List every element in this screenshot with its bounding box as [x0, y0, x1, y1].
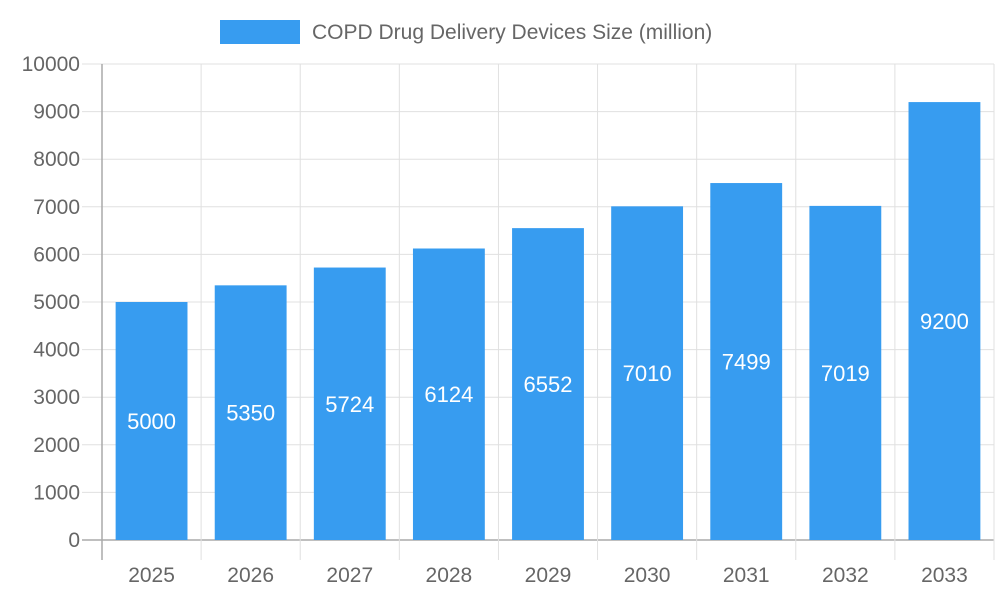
data-label: 5000	[127, 409, 176, 434]
y-tick-label: 7000	[33, 196, 80, 219]
bar	[115, 302, 188, 540]
y-tick-label: 9000	[33, 101, 80, 124]
legend-label: COPD Drug Delivery Devices Size (million…	[312, 21, 712, 44]
data-label: 7010	[623, 361, 672, 386]
bar	[908, 102, 981, 540]
bar	[512, 228, 584, 540]
x-tick-label: 2029	[525, 564, 572, 587]
data-label: 6124	[424, 382, 473, 407]
y-tick-label: 0	[68, 529, 80, 552]
data-label: 7499	[722, 350, 771, 375]
bar	[313, 267, 386, 540]
y-tick-label: 10000	[22, 53, 80, 76]
bar	[611, 206, 684, 540]
bar	[412, 248, 485, 540]
x-tick-label: 2032	[822, 564, 869, 587]
bar	[710, 183, 783, 540]
x-tick-label: 2028	[426, 564, 473, 587]
data-label: 9200	[920, 309, 969, 334]
bar	[809, 205, 882, 540]
y-tick-label: 2000	[33, 434, 80, 457]
y-tick-label: 6000	[33, 243, 80, 266]
bar	[214, 285, 287, 540]
legend-swatch	[220, 20, 300, 44]
x-tick-label: 2026	[227, 564, 274, 587]
x-tick-label: 2025	[128, 564, 175, 587]
x-tick-label: 2033	[921, 564, 968, 587]
y-tick-label: 3000	[33, 386, 80, 409]
data-label: 5724	[325, 392, 374, 417]
y-tick-label: 4000	[33, 339, 80, 362]
data-label: 6552	[524, 372, 573, 397]
y-tick-label: 1000	[33, 481, 80, 504]
x-tick-label: 2031	[723, 564, 770, 587]
x-tick-label: 2027	[326, 564, 373, 587]
x-tick-label: 2030	[624, 564, 671, 587]
y-tick-label: 5000	[33, 291, 80, 314]
data-label: 5350	[226, 401, 275, 426]
data-label: 7019	[821, 361, 870, 386]
y-tick-label: 8000	[33, 148, 80, 171]
